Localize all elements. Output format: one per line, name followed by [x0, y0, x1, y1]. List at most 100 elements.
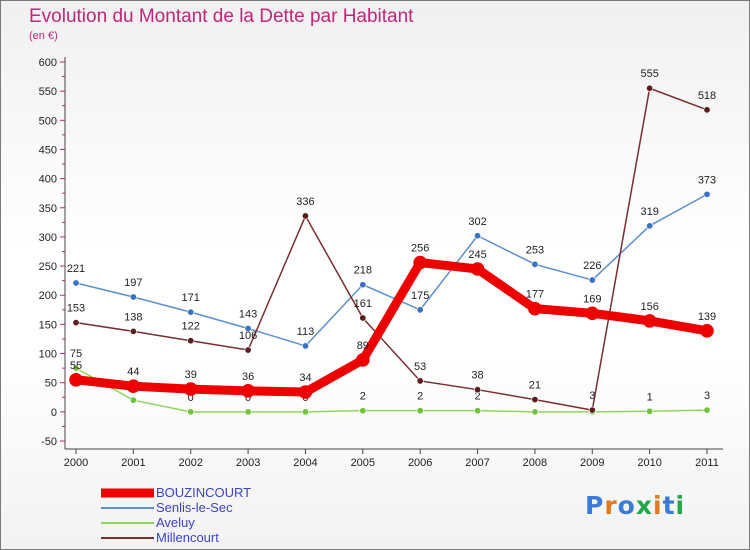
data-label-bouzincourt: 245 — [468, 249, 486, 261]
data-point-bouzincourt — [642, 314, 657, 328]
chart-title: Evolution du Montant de la Dette par Hab… — [29, 6, 414, 27]
data-point-aveluy — [359, 407, 367, 415]
data-label-aveluy: 0 — [245, 392, 251, 404]
logo-letter: i — [653, 491, 663, 520]
x-tick-label: 2005 — [351, 457, 375, 469]
data-point-senlis-le-sec — [646, 222, 654, 230]
data-point-bouzincourt — [356, 353, 370, 367]
data-point-bouzincourt — [183, 382, 198, 396]
data-label-aveluy: 2 — [360, 391, 366, 403]
data-point-bouzincourt — [413, 255, 427, 270]
data-label-bouzincourt: 139 — [698, 311, 716, 323]
data-point-senlis-le-sec — [416, 306, 424, 314]
data-point-aveluy — [72, 364, 80, 372]
data-point-millencourt — [531, 396, 539, 404]
data-point-bouzincourt — [528, 301, 542, 316]
data-label-senlis-le-sec: 113 — [297, 326, 315, 338]
data-point-aveluy — [646, 407, 654, 415]
data-point-aveluy — [129, 396, 137, 404]
y-tick-label: 350 — [39, 203, 57, 215]
data-label-bouzincourt: 89 — [357, 340, 369, 352]
data-point-millencourt — [646, 84, 654, 92]
data-label-millencourt: 122 — [182, 321, 200, 333]
logo-letter: o — [617, 491, 636, 520]
data-point-senlis-le-sec — [187, 308, 195, 316]
data-point-bouzincourt — [126, 379, 141, 393]
chart-unit: (en €) — [29, 30, 58, 42]
x-tick-label: 2000 — [64, 457, 88, 469]
data-label-millencourt: 518 — [698, 90, 716, 102]
data-point-millencourt — [588, 406, 596, 414]
series-line-aveluy — [75, 367, 708, 413]
data-point-aveluy — [531, 408, 539, 416]
data-point-bouzincourt — [470, 262, 485, 276]
data-label-senlis-le-sec: 175 — [411, 290, 429, 302]
data-label-senlis-le-sec: 197 — [124, 277, 142, 289]
logo-letter: P — [585, 491, 605, 520]
x-tick-label: 2004 — [293, 457, 317, 469]
data-point-senlis-le-sec — [244, 324, 252, 332]
x-tick-label: 2010 — [637, 457, 661, 469]
data-label-millencourt: 38 — [471, 370, 483, 382]
data-label-bouzincourt: 55 — [70, 360, 82, 372]
x-tick-label: 2006 — [408, 457, 432, 469]
proxiti-logo: Proxiti — [585, 491, 685, 520]
data-label-millencourt: 336 — [296, 196, 314, 208]
data-point-bouzincourt — [700, 323, 714, 338]
logo-letter: x — [635, 491, 653, 520]
data-label-aveluy: 2 — [417, 391, 423, 403]
data-label-bouzincourt: 256 — [411, 243, 429, 255]
data-point-senlis-le-sec — [359, 281, 367, 289]
data-label-millencourt: 106 — [239, 330, 257, 342]
data-label-senlis-le-sec: 302 — [468, 216, 486, 228]
y-tick-label: -50 — [41, 436, 57, 448]
data-label-millencourt: 138 — [124, 311, 142, 323]
data-label-bouzincourt: 169 — [583, 293, 601, 305]
data-label-senlis-le-sec: 218 — [354, 265, 372, 277]
y-tick-label: 300 — [39, 232, 57, 244]
y-tick-label: 500 — [39, 115, 57, 127]
data-point-millencourt — [72, 319, 80, 327]
data-point-millencourt — [359, 314, 367, 322]
data-label-millencourt: 161 — [354, 298, 372, 310]
y-tick-label: 600 — [39, 57, 57, 69]
x-tick-label: 2002 — [178, 457, 202, 469]
y-tick-label: 100 — [39, 349, 57, 361]
data-point-senlis-le-sec — [588, 276, 596, 284]
data-label-aveluy: 75 — [70, 348, 82, 360]
data-point-millencourt — [416, 377, 424, 385]
data-point-senlis-le-sec — [703, 190, 711, 198]
series-line-millencourt — [75, 87, 708, 411]
data-point-millencourt — [474, 386, 482, 394]
data-point-senlis-le-sec — [531, 260, 539, 268]
data-point-aveluy — [703, 406, 711, 414]
data-point-bouzincourt — [298, 385, 313, 399]
x-tick-label: 2008 — [523, 457, 547, 469]
data-point-senlis-le-sec — [72, 279, 80, 287]
legend-label: Millencourt — [156, 530, 219, 545]
data-point-bouzincourt — [69, 372, 83, 387]
data-point-aveluy — [244, 408, 252, 416]
data-point-bouzincourt — [585, 306, 600, 321]
y-tick-label: 0 — [51, 407, 57, 419]
data-label-aveluy: 1 — [647, 391, 653, 403]
data-label-aveluy: 0 — [188, 392, 194, 404]
data-point-millencourt — [703, 106, 711, 114]
legend-label: Aveluy — [156, 515, 195, 530]
data-label-senlis-le-sec: 143 — [239, 308, 257, 320]
data-label-bouzincourt: 177 — [526, 289, 544, 301]
data-label-bouzincourt: 36 — [242, 371, 254, 383]
x-tick-label: 2003 — [236, 457, 260, 469]
data-label-millencourt: 3 — [589, 390, 595, 402]
legend-label: BOUZINCOURT — [156, 485, 252, 500]
data-label-senlis-le-sec: 319 — [640, 206, 658, 218]
data-label-bouzincourt: 156 — [640, 301, 658, 313]
data-point-senlis-le-sec — [129, 293, 137, 301]
legend-label: Senlis-le-Sec — [156, 500, 233, 515]
data-point-aveluy — [416, 407, 424, 415]
data-label-senlis-le-sec: 221 — [67, 263, 85, 275]
data-point-millencourt — [244, 346, 252, 354]
data-point-millencourt — [187, 337, 195, 345]
data-label-aveluy: 2 — [474, 391, 480, 403]
